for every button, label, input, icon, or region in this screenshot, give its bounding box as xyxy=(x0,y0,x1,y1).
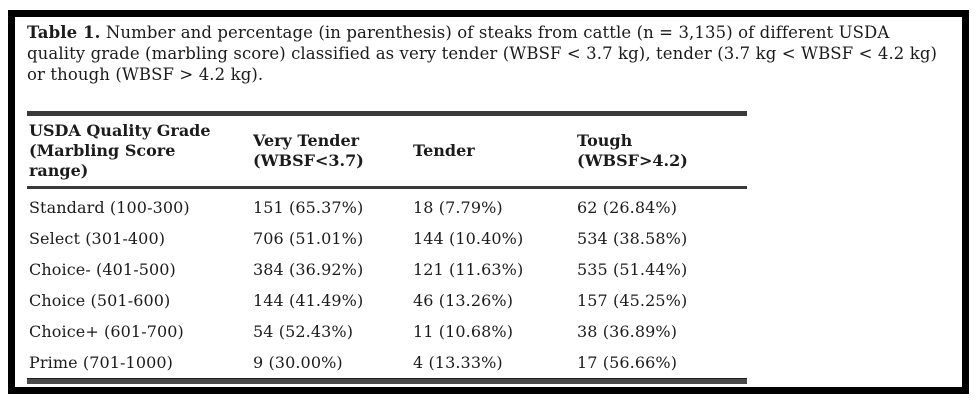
table-row: Prime (701-1000) 9 (30.00%) 4 (13.33%) 1… xyxy=(27,347,747,378)
cell-tender: 144 (10.40%) xyxy=(413,229,524,248)
quality-grade-table: USDA Quality Grade (Marbling Score range… xyxy=(27,116,747,378)
cell-grade: Choice+ (601-700) xyxy=(29,322,184,341)
table-row: Standard (100-300) 151 (65.37%) 18 (7.79… xyxy=(27,188,747,224)
page-frame: Table 1. Number and percentage (in paren… xyxy=(8,10,969,394)
header-row: USDA Quality Grade (Marbling Score range… xyxy=(27,116,747,189)
cell-tender: 11 (10.68%) xyxy=(413,322,514,341)
cell-tender: 18 (7.79%) xyxy=(413,198,503,217)
caption-text: Number and percentage (in parenthesis) o… xyxy=(105,23,890,42)
table-row: Choice (501-600) 144 (41.49%) 46 (13.26%… xyxy=(27,285,747,316)
column-header-tender: Tender xyxy=(413,116,577,189)
caption-table-number: Table 1. xyxy=(27,23,101,42)
table-row: Select (301-400) 706 (51.01%) 144 (10.40… xyxy=(27,223,747,254)
caption-line-2: quality grade (marbling score) classifie… xyxy=(27,44,938,63)
table-row: Choice- (401-500) 384 (36.92%) 121 (11.6… xyxy=(27,254,747,285)
quality-grade-table-wrap: USDA Quality Grade (Marbling Score range… xyxy=(27,111,747,384)
cell-grade: Choice (501-600) xyxy=(29,291,171,310)
cell-grade: Standard (100-300) xyxy=(29,198,190,217)
cell-grade: Select (301-400) xyxy=(29,229,166,248)
page-content: Table 1. Number and percentage (in paren… xyxy=(15,17,962,384)
cell-very-tender: 144 (41.49%) xyxy=(253,291,364,310)
cell-grade: Choice- (401-500) xyxy=(29,260,176,279)
cell-very-tender: 151 (65.37%) xyxy=(253,198,364,217)
caption-line-1: Table 1. Number and percentage (in paren… xyxy=(27,22,952,43)
cell-tender: 46 (13.26%) xyxy=(413,291,514,310)
table-top-rule xyxy=(27,111,747,116)
cell-very-tender: 9 (30.00%) xyxy=(253,353,343,372)
table-caption: Table 1. Number and percentage (in paren… xyxy=(27,22,952,85)
cell-very-tender: 384 (36.92%) xyxy=(253,260,364,279)
column-header-tough: Tough (WBSF>4.2) xyxy=(577,116,747,189)
cell-tough: 157 (45.25%) xyxy=(577,291,688,310)
cell-very-tender: 706 (51.01%) xyxy=(253,229,364,248)
cell-tough: 38 (36.89%) xyxy=(577,322,678,341)
cell-tough: 17 (56.66%) xyxy=(577,353,678,372)
column-header-very-tender: Very Tender (WBSF<3.7) xyxy=(253,116,413,189)
cell-tough: 535 (51.44%) xyxy=(577,260,688,279)
cell-tough: 62 (26.84%) xyxy=(577,198,678,217)
caption-line-3: or though (WBSF > 4.2 kg). xyxy=(27,65,264,84)
cell-grade: Prime (701-1000) xyxy=(29,353,174,372)
table-row: Choice+ (601-700) 54 (52.43%) 11 (10.68%… xyxy=(27,316,747,347)
cell-tough: 534 (38.58%) xyxy=(577,229,688,248)
column-header-quality-grade: USDA Quality Grade (Marbling Score range… xyxy=(27,116,253,189)
cell-very-tender: 54 (52.43%) xyxy=(253,322,354,341)
cell-tender: 121 (11.63%) xyxy=(413,260,524,279)
table-bottom-rule xyxy=(27,378,747,384)
cell-tender: 4 (13.33%) xyxy=(413,353,503,372)
